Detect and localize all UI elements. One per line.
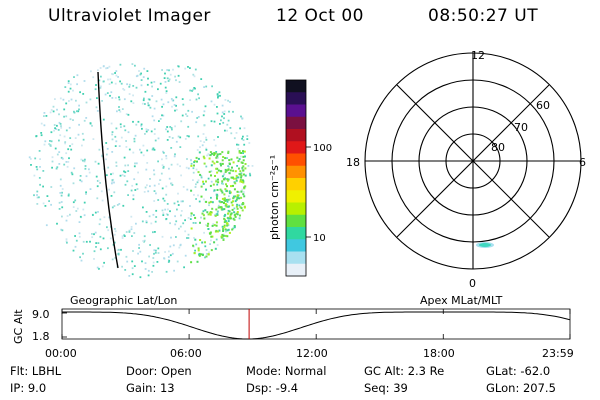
mlt-label-0: 0 (469, 277, 476, 290)
lat-label-70: 70 (514, 121, 528, 134)
info-seq: Seq: 39 (364, 381, 408, 395)
lat-label-80: 80 (491, 141, 505, 154)
xtick-label-0: 00:00 (45, 347, 77, 360)
mlt-label-12: 12 (471, 49, 485, 62)
instrument-title: Ultraviolet Imager (48, 6, 211, 26)
colorbar-tick-10: 10 (313, 233, 326, 244)
timeline-y-label: GC Alt (12, 309, 25, 344)
auroral-emission (476, 242, 494, 248)
xtick-label-2: 12:00 (296, 347, 328, 360)
info-gain: Gain: 13 (126, 381, 175, 395)
info-dsp: Dsp: -9.4 (246, 381, 299, 395)
colorbar-tick-100: 100 (313, 143, 332, 154)
timeline-left-title: Geographic Lat/Lon (70, 294, 178, 307)
info-glat: GLat: -62.0 (486, 364, 551, 378)
mlt-label-6: 6 (579, 156, 586, 169)
mlt-label-18: 18 (346, 156, 360, 169)
emission-pixels (28, 63, 254, 279)
info-glon: GLon: 207.5 (486, 381, 556, 395)
info-mode: Mode: Normal (246, 364, 327, 378)
xtick-label-4: 23:59 (542, 347, 574, 360)
info-ip: IP: 9.0 (10, 381, 47, 395)
info-flt: Flt: LBHL (10, 364, 62, 378)
timeline-ytick-bottom: 1.8 (32, 330, 50, 343)
date-label: 12 Oct 00 (276, 6, 364, 26)
info-door: Door: Open (126, 364, 192, 378)
time-label: 08:50:27 UT (428, 6, 539, 26)
colorbar-units: photon cm⁻²s⁻¹ (268, 155, 281, 240)
terminator-line (97, 71, 119, 269)
info-gc-alt: GC Alt: 2.3 Re (364, 364, 445, 378)
colorbar-gradient (286, 80, 306, 277)
xtick-label-3: 18:00 (423, 347, 455, 360)
timeline-ytick-top: 9.0 (32, 308, 50, 321)
xtick-label-1: 06:00 (170, 347, 202, 360)
lat-label-60: 60 (536, 99, 550, 112)
timeline-right-title: Apex MLat/MLT (420, 294, 503, 307)
altitude-curve (62, 311, 571, 340)
